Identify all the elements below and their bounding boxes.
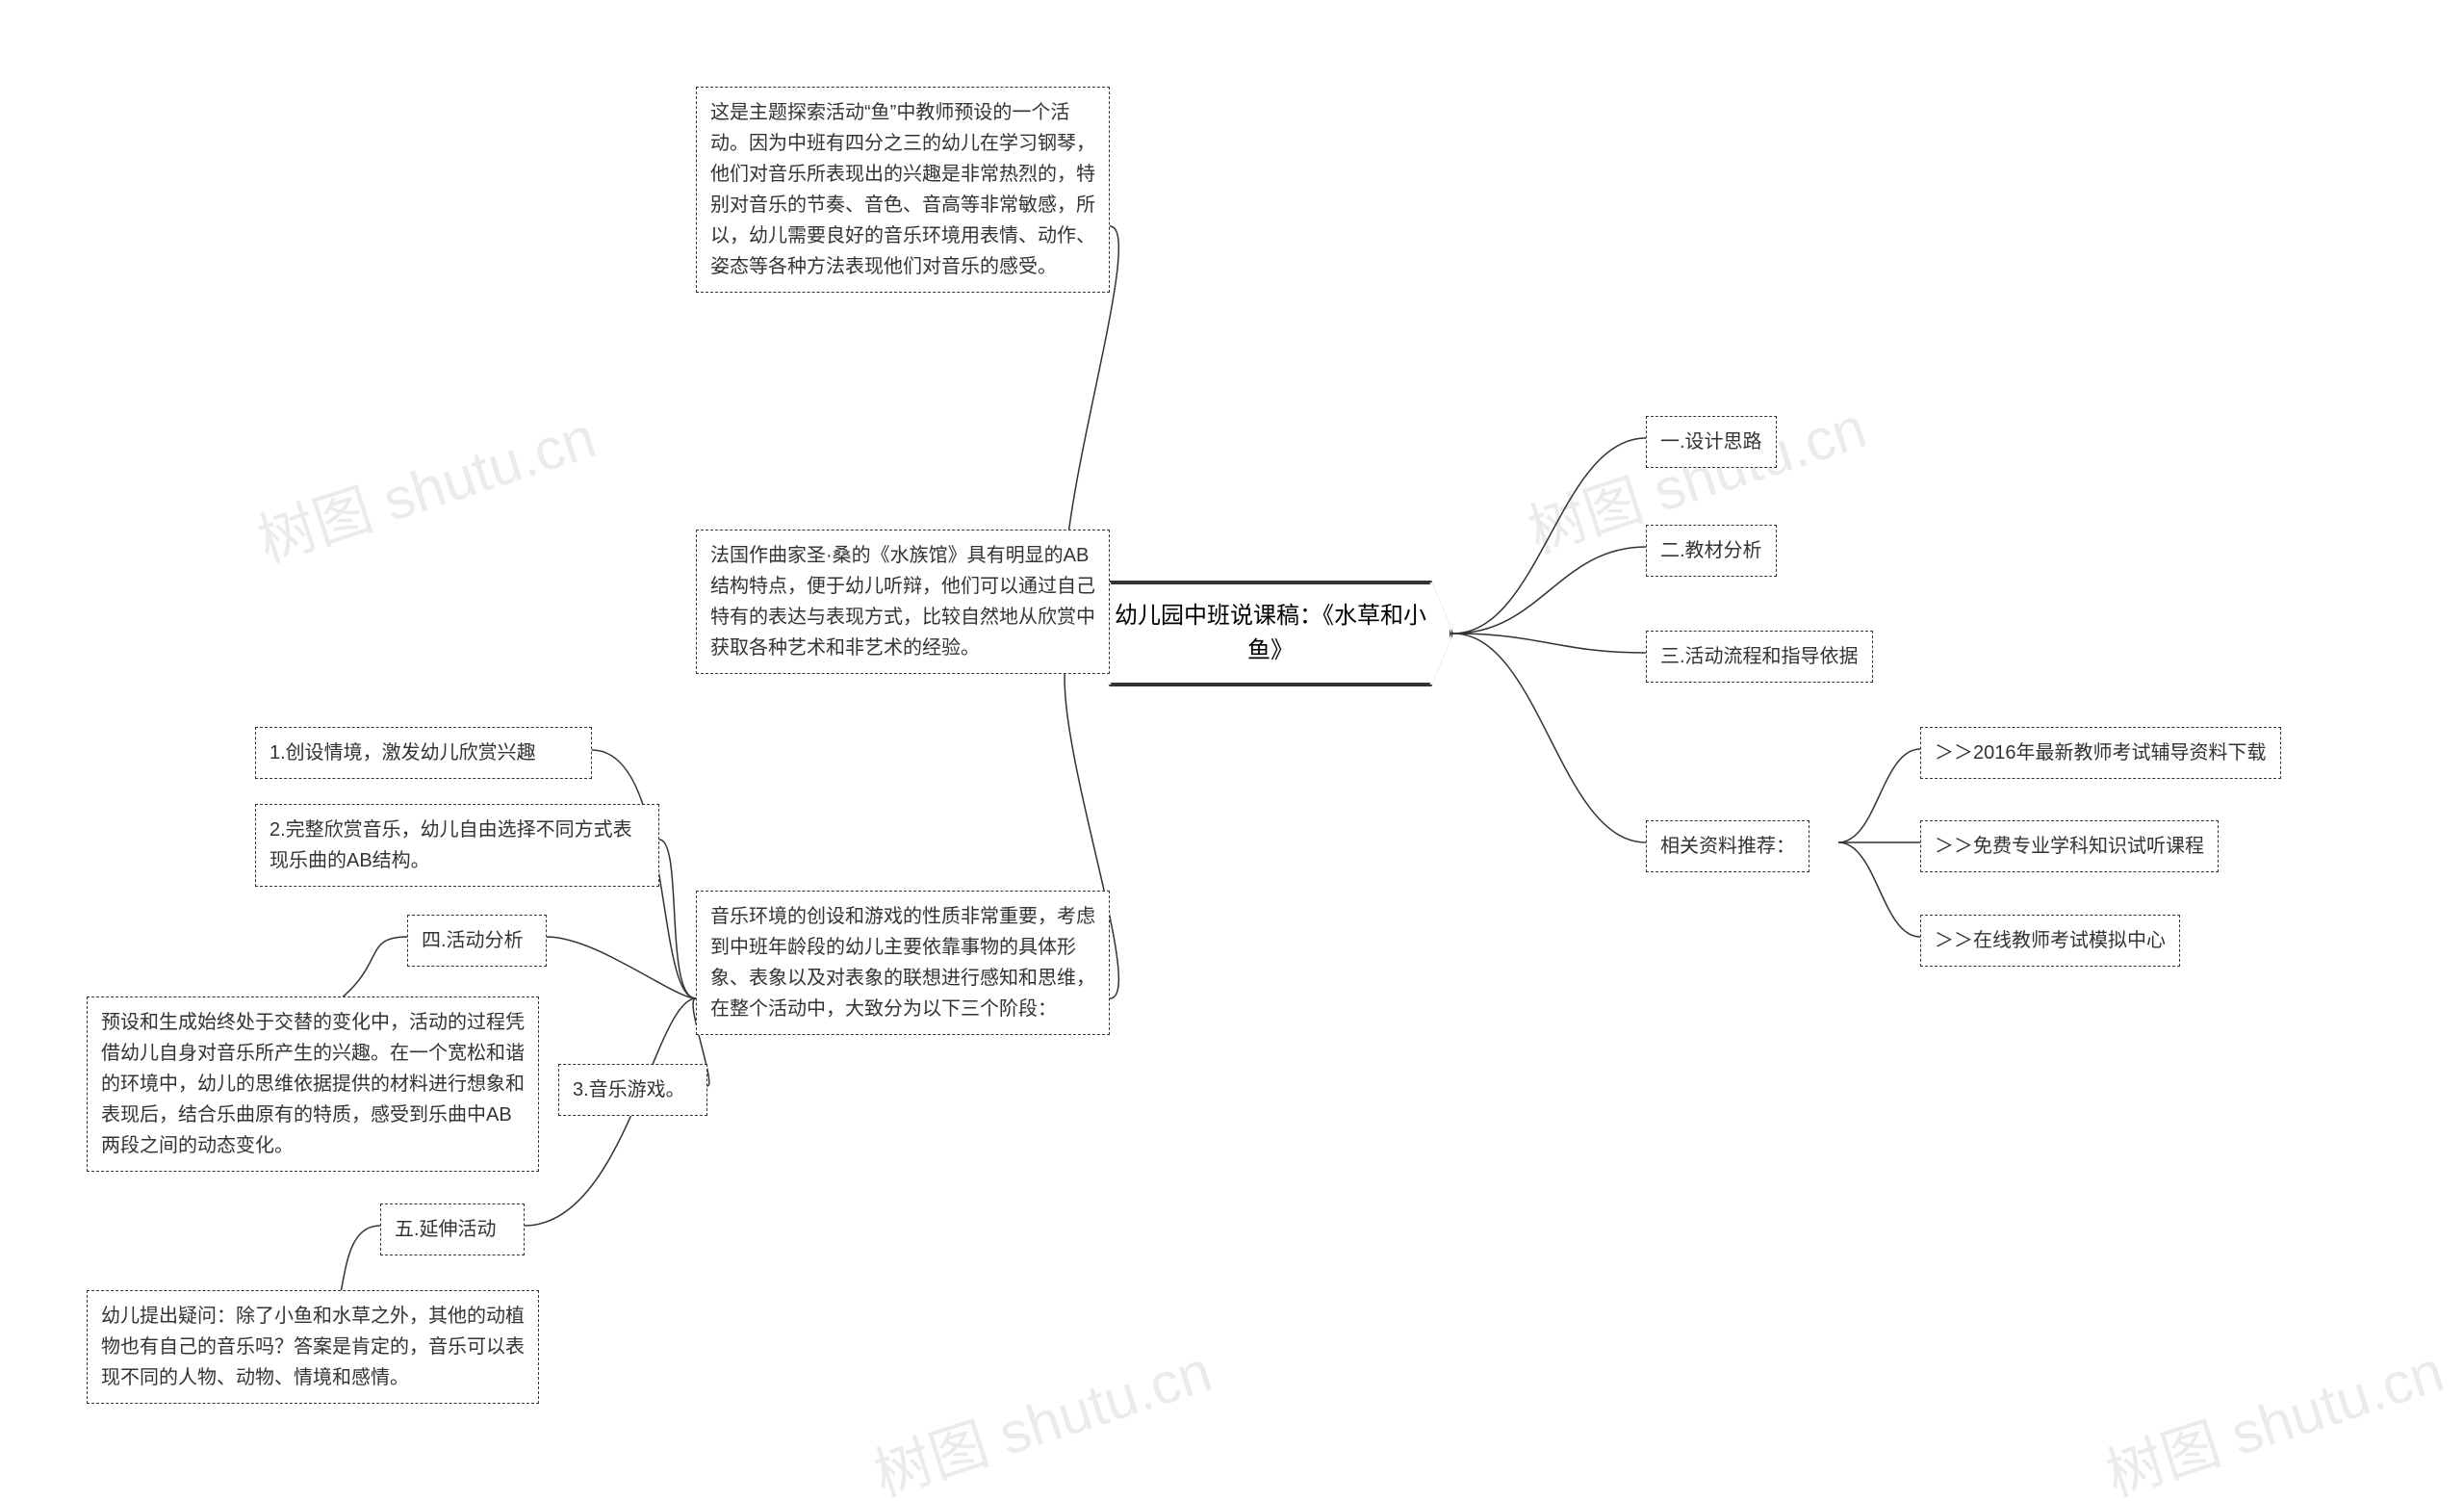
left-sub-4-text: 3.音乐游戏。 [573,1079,685,1100]
right-sub-0[interactable]: ＞＞2016年最新教师考试辅导资料下载 [1920,727,2281,779]
left-sub-6-text: 幼儿提出疑问：除了小鱼和水草之外，其他的动植物也有自己的音乐吗？答案是肯定的，音… [101,1306,525,1388]
left-sub-2-text: 四.活动分析 [422,930,524,951]
watermark: 树图 shutu.cn [2093,1325,2452,1501]
left-sub-6[interactable]: 幼儿提出疑问：除了小鱼和水草之外，其他的动植物也有自己的音乐吗？答案是肯定的，音… [87,1290,539,1404]
right-sub-1-text: ＞＞免费专业学科知识试听课程 [1935,836,2204,857]
left-sub-5[interactable]: 五.延伸活动 [380,1203,525,1255]
left-sub-5-text: 五.延伸活动 [395,1219,497,1240]
right-sub-2[interactable]: ＞＞在线教师考试模拟中心 [1920,915,2180,967]
left-para-0[interactable]: 这是主题探索活动“鱼”中教师预设的一个活动。因为中班有四分之三的幼儿在学习钢琴，… [696,87,1110,293]
right-sub-0-text: ＞＞2016年最新教师考试辅导资料下载 [1935,742,2267,763]
root-node[interactable]: 幼儿园中班说课稿：《水草和小鱼》 [1090,582,1451,685]
left-sub-1-text: 2.完整欣赏音乐，幼儿自由选择不同方式表现乐曲的AB结构。 [270,819,632,871]
root-node-wrap: 幼儿园中班说课稿：《水草和小鱼》 [1088,581,1453,686]
left-sub-3[interactable]: 预设和生成始终处于交替的变化中，活动的过程凭借幼儿自身对音乐所产生的兴趣。在一个… [87,996,539,1172]
left-sub-4[interactable]: 3.音乐游戏。 [558,1064,707,1116]
left-sub-2[interactable]: 四.活动分析 [407,915,547,967]
right-1-text: 二.教材分析 [1660,540,1762,561]
left-sub-1[interactable]: 2.完整欣赏音乐，幼儿自由选择不同方式表现乐曲的AB结构。 [255,804,659,887]
left-para-1-text: 法国作曲家圣·桑的《水族馆》具有明显的AB结构特点，便于幼儿听辩，他们可以通过自… [710,545,1095,659]
root-label: 幼儿园中班说课稿：《水草和小鱼》 [1111,599,1430,668]
left-para-2[interactable]: 音乐环境的创设和游戏的性质非常重要，考虑到中班年龄段的幼儿主要依靠事物的具体形象… [696,891,1110,1035]
right-0-text: 一.设计思路 [1660,431,1762,453]
right-0[interactable]: 一.设计思路 [1646,416,1777,468]
right-sub-2-text: ＞＞在线教师考试模拟中心 [1935,930,2166,951]
right-sub-1[interactable]: ＞＞免费专业学科知识试听课程 [1920,820,2219,872]
watermark: 树图 shutu.cn [861,1325,1220,1501]
right-1[interactable]: 二.教材分析 [1646,525,1777,577]
left-para-2-text: 音乐环境的创设和游戏的性质非常重要，考虑到中班年龄段的幼儿主要依靠事物的具体形象… [710,906,1095,1020]
left-sub-0-text: 1.创设情境，激发幼儿欣赏兴趣 [270,742,536,763]
left-sub-0[interactable]: 1.创设情境，激发幼儿欣赏兴趣 [255,727,592,779]
left-sub-3-text: 预设和生成始终处于交替的变化中，活动的过程凭借幼儿自身对音乐所产生的兴趣。在一个… [101,1012,525,1156]
right-2[interactable]: 三.活动流程和指导依据 [1646,631,1873,683]
right-3[interactable]: 相关资料推荐： [1646,820,1810,872]
right-2-text: 三.活动流程和指导依据 [1660,646,1859,667]
right-3-text: 相关资料推荐： [1660,836,1795,857]
watermark: 树图 shutu.cn [245,391,604,579]
left-para-0-text: 这是主题探索活动“鱼”中教师预设的一个活动。因为中班有四分之三的幼儿在学习钢琴，… [710,102,1095,277]
left-para-1[interactable]: 法国作曲家圣·桑的《水族馆》具有明显的AB结构特点，便于幼儿听辩，他们可以通过自… [696,530,1110,674]
